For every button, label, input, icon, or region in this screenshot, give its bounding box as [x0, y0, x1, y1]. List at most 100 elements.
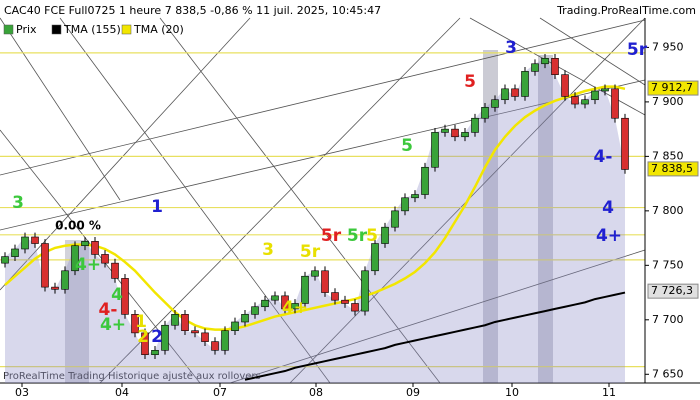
annotation: 4-: [594, 147, 613, 167]
price-tag-label: 7 838,5: [651, 162, 693, 175]
candle-body: [491, 99, 499, 108]
trendline: [229, 249, 646, 384]
annotation: 4+: [596, 226, 622, 246]
candle-body: [481, 107, 489, 119]
candle-body: [281, 295, 289, 310]
annotation: 4-: [99, 300, 118, 320]
candle-body: [371, 243, 379, 272]
annotation: 4: [111, 285, 123, 305]
y-tick-label: 7 800: [652, 204, 684, 217]
candle-body: [161, 324, 169, 351]
candle-body: [581, 99, 589, 105]
candle-body: [381, 226, 389, 244]
candle-body: [41, 243, 49, 288]
legend-label: Prix: [16, 23, 37, 36]
candle-body: [191, 330, 199, 334]
candle-body: [441, 128, 449, 133]
candle-body: [311, 270, 319, 277]
candle-body: [61, 270, 69, 290]
candle-body: [181, 314, 189, 332]
candle-body: [411, 194, 419, 199]
chart-title: CAC40 FCE Full0725 1 heure 7 838,5 -0,86…: [4, 4, 381, 17]
candle-body: [511, 88, 519, 97]
trendlines: [0, 17, 646, 384]
x-tick-label: 04: [115, 386, 129, 399]
x-tick-label: 11: [602, 386, 616, 399]
annotation: 5r: [347, 226, 368, 246]
candle-body: [391, 210, 399, 228]
y-tick-label: 7 700: [652, 313, 684, 326]
legend-swatch: [51, 24, 62, 35]
trendline: [539, 17, 646, 86]
legend-swatch: [3, 24, 14, 35]
candle-body: [461, 132, 469, 138]
trendline: [0, 17, 121, 201]
trendline: [159, 17, 441, 384]
trendline: [59, 17, 331, 384]
candle-body: [271, 295, 279, 301]
candle-body: [341, 299, 349, 304]
trendline: [0, 79, 646, 231]
candle-body: [101, 254, 109, 264]
legend-swatch: [121, 24, 132, 35]
annotation: 5: [401, 136, 413, 156]
price-tag-label: 7 912,7: [651, 81, 693, 94]
tma-line: [244, 291, 626, 381]
y-tick-label: 7 850: [652, 149, 684, 162]
annotation: 4+: [75, 255, 101, 275]
x-tick-label: 03: [15, 386, 29, 399]
candle-body: [321, 270, 329, 293]
y-tick-label: 7 950: [652, 40, 684, 53]
candle-body: [261, 299, 269, 308]
price-tag: [647, 161, 699, 177]
footer: ProRealTime Trading Historique ajusté au…: [3, 370, 261, 382]
candle-body: [51, 286, 59, 290]
annotation: 3: [505, 38, 517, 58]
candle-body: [251, 306, 259, 315]
candle-body: [421, 166, 429, 195]
candle-body: [401, 197, 409, 212]
session-band: [538, 55, 553, 383]
candle-body: [561, 74, 569, 97]
candle-body: [601, 88, 609, 92]
trendline: [0, 19, 646, 176]
candle-body: [331, 292, 339, 301]
x-tick-label: 09: [406, 386, 420, 399]
x-tick-label: 08: [309, 386, 323, 399]
source: Trading.ProRealTime.com: [556, 4, 696, 17]
candle-body: [451, 128, 459, 138]
candle-body: [201, 332, 209, 342]
candle-body: [151, 350, 159, 355]
candle-body: [361, 270, 369, 312]
candle-body: [241, 314, 249, 323]
annotation: 4+: [100, 315, 126, 335]
annotation: 3: [12, 193, 24, 213]
y-tick-label: 7 900: [652, 95, 684, 108]
candle-body: [111, 262, 119, 279]
x-tick-label: 10: [505, 386, 519, 399]
candle-body: [1, 256, 9, 264]
decorations: [0, 17, 646, 384]
candle-body: [81, 241, 89, 247]
legend-label: TMA (20): [133, 23, 184, 36]
candle-body: [291, 303, 299, 310]
annotation: 4+: [282, 298, 308, 318]
annotation: 3: [262, 240, 274, 260]
candle-body: [31, 236, 39, 244]
trendline: [99, 17, 461, 384]
candle-body: [611, 88, 619, 119]
candle-body: [221, 330, 229, 351]
candle-body: [621, 117, 629, 170]
candle-body: [211, 341, 219, 351]
candle-body: [131, 314, 139, 334]
candle-body: [431, 132, 439, 168]
candle-body: [11, 248, 19, 257]
price-tag: [647, 283, 699, 299]
annotation: 1: [151, 197, 163, 217]
candle-body: [571, 96, 579, 105]
annotation: 5: [464, 72, 476, 92]
annotation: 5: [366, 226, 378, 246]
candle-body: [171, 314, 179, 326]
